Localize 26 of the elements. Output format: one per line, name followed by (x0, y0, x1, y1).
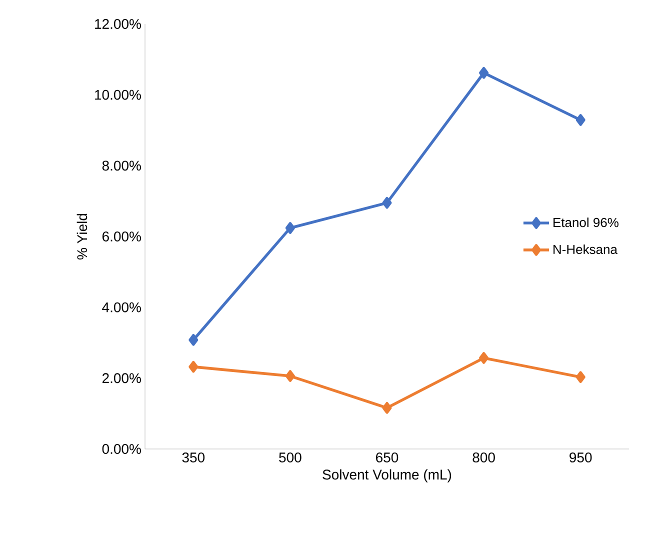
point (479, 66, 489, 79)
y-tick-label: 2.00% (102, 373, 141, 384)
point (188, 360, 198, 373)
point (285, 222, 295, 234)
x-tick-label: 350 (182, 452, 205, 462)
y-tick-label: 6.00% (102, 232, 141, 242)
y-tick-label: 8.00% (102, 160, 141, 171)
y-tick-label: 4.00% (102, 302, 141, 312)
x-axis-title: Solvent Volume (mL) (322, 469, 452, 482)
y-tick-label: 12.00% (95, 19, 141, 29)
point (479, 352, 489, 364)
y-tick-label: 0.00% (102, 444, 141, 454)
y-tick-label: 10.00% (95, 90, 141, 100)
point (576, 371, 586, 383)
point (285, 370, 295, 382)
point (382, 402, 392, 414)
point (576, 114, 586, 126)
legend-label: Etanol 96% (554, 218, 618, 228)
point (188, 334, 198, 346)
point (382, 196, 392, 209)
x-tick-label: 650 (376, 452, 398, 462)
legend-label: N-Heksana (554, 244, 618, 254)
x-tick-label: 800 (472, 452, 495, 462)
x-tick-label: 500 (279, 452, 302, 462)
x-tick-label: 950 (570, 452, 592, 462)
y-axis-title: % Yield (76, 214, 88, 260)
